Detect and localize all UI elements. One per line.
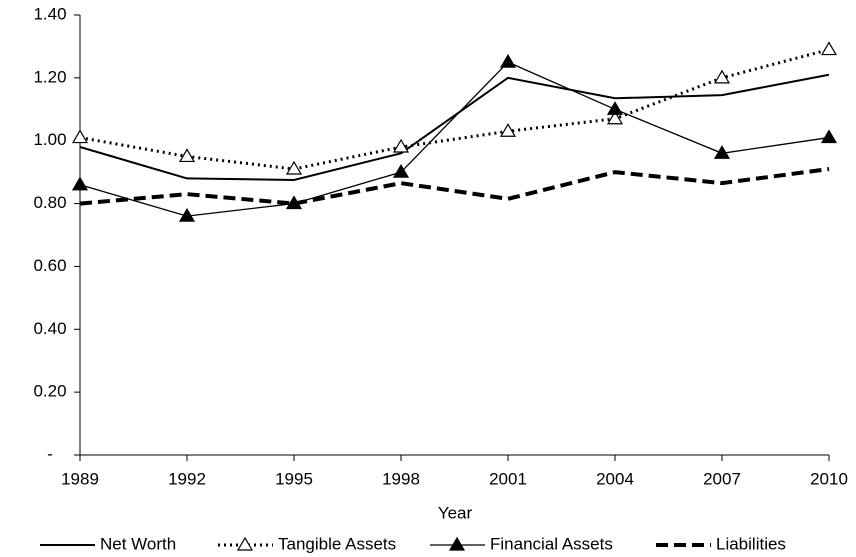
x-tick-label: 2001: [489, 469, 527, 488]
series-line: [79, 73, 830, 182]
data-point: [820, 129, 838, 144]
x-tick-label: 2004: [596, 469, 634, 488]
data-point: [71, 129, 89, 144]
data-point: [392, 138, 410, 153]
x-tick-label: 1989: [61, 469, 99, 488]
legend-label: Liabilities: [716, 534, 786, 553]
data-point: [713, 145, 731, 159]
x-tick-label: 2007: [703, 469, 741, 488]
y-tick-label: 1.00: [33, 130, 66, 149]
data-point: [392, 163, 410, 178]
x-tick-label: 1992: [168, 469, 206, 488]
y-tick-label: 0.80: [33, 193, 66, 212]
y-tick-label: -: [47, 444, 53, 463]
data-point: [606, 101, 624, 115]
data-point: [820, 41, 838, 56]
series-line: [79, 48, 830, 171]
series-line: [79, 61, 830, 217]
data-point: [499, 123, 517, 137]
legend-label: Tangible Assets: [278, 534, 396, 553]
legend-marker: [448, 536, 466, 551]
data-point: [713, 69, 731, 84]
data-point: [499, 53, 517, 68]
legend-marker: [236, 536, 254, 551]
y-tick-label: 0.60: [33, 256, 66, 275]
y-tick-label: 1.40: [33, 4, 66, 23]
x-tick-label: 1998: [382, 469, 420, 488]
y-tick-label: 1.20: [33, 67, 66, 86]
data-point: [178, 207, 196, 222]
x-tick-label: 2010: [810, 469, 848, 488]
x-axis-label: Year: [438, 503, 473, 522]
legend-label: Financial Assets: [490, 534, 613, 553]
data-point: [285, 160, 303, 175]
data-point: [606, 110, 624, 125]
y-tick-label: 0.20: [33, 382, 66, 401]
data-point: [71, 176, 89, 191]
x-tick-label: 1995: [275, 469, 313, 488]
legend-label: Net Worth: [100, 534, 176, 553]
series-line: [79, 167, 830, 206]
data-point: [178, 148, 196, 163]
y-tick-label: 0.40: [33, 319, 66, 338]
